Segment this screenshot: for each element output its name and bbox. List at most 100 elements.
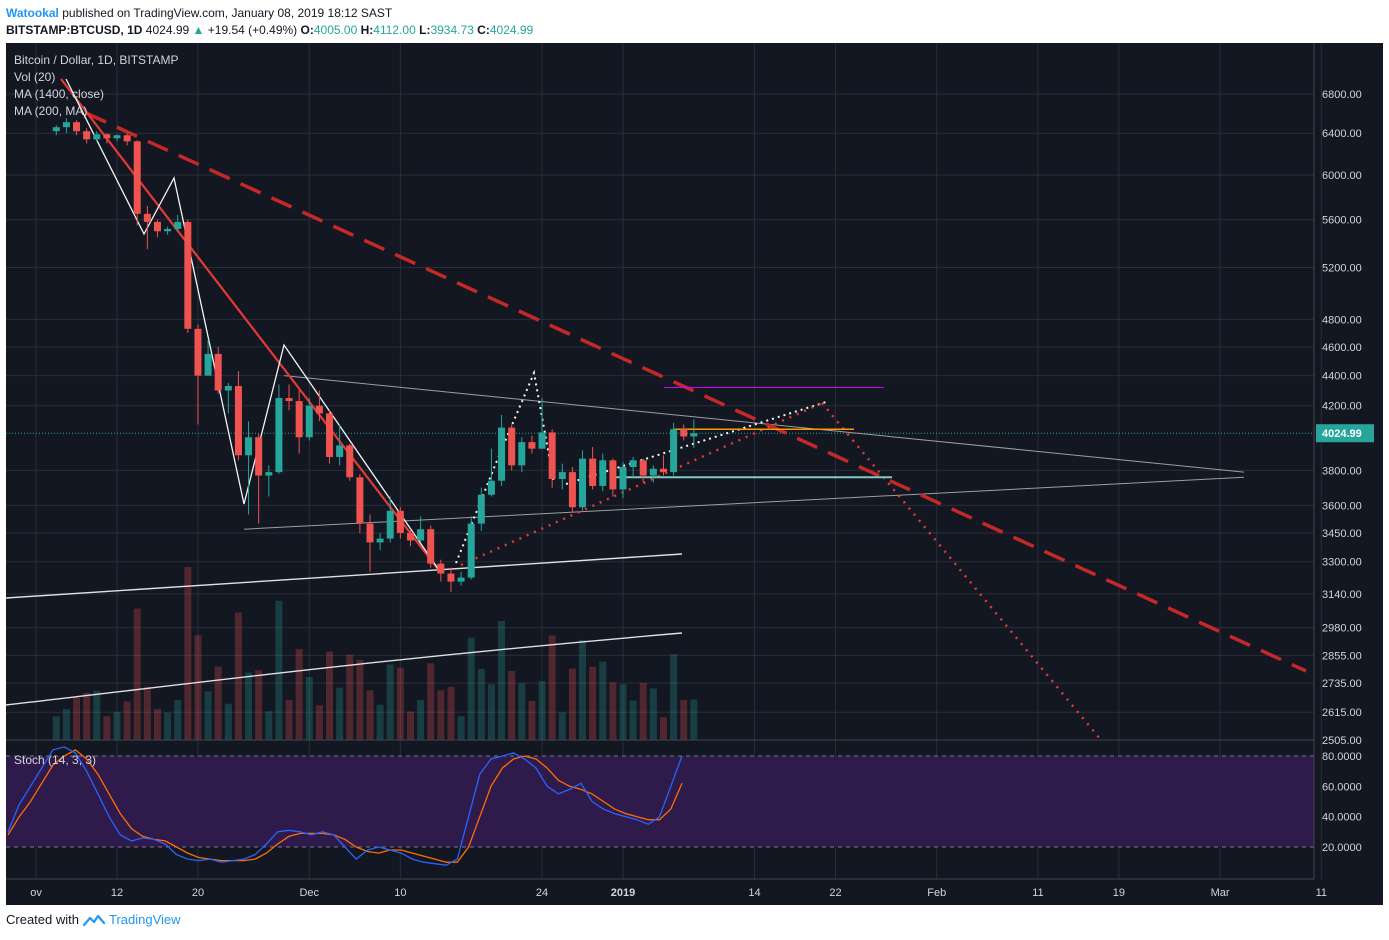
candle-body[interactable]	[234, 385, 242, 456]
candle-body[interactable]	[639, 460, 647, 476]
volume-bar	[558, 712, 566, 740]
candle-body[interactable]	[396, 510, 404, 533]
candle-body[interactable]	[255, 437, 263, 476]
candle-body[interactable]	[103, 134, 111, 139]
candle-body[interactable]	[406, 532, 414, 541]
candle-body[interactable]	[548, 432, 556, 480]
candle-body[interactable]	[275, 398, 283, 473]
candles[interactable]	[52, 118, 698, 592]
candle-body[interactable]	[690, 433, 698, 437]
candle-body[interactable]	[568, 472, 576, 508]
candle-body[interactable]	[417, 529, 425, 541]
candle-body[interactable]	[649, 468, 657, 476]
low-value: 3934.73	[430, 23, 474, 37]
high-value: 4112.00	[373, 23, 416, 37]
red-solid-trendline	[60, 78, 442, 574]
trend-drawings	[6, 78, 1314, 741]
candle-body[interactable]	[164, 228, 172, 232]
moving-averages	[5, 553, 683, 706]
candle-body[interactable]	[376, 538, 384, 543]
candle-body[interactable]	[143, 213, 151, 222]
candle-body[interactable]	[73, 122, 81, 132]
time-tick-label: Mar	[1211, 887, 1230, 899]
candle-body[interactable]	[670, 429, 678, 473]
candle-body[interactable]	[204, 353, 212, 376]
volume-bar	[295, 649, 303, 740]
volume-bar	[214, 666, 222, 740]
candle-body[interactable]	[437, 563, 445, 574]
candle-body[interactable]	[558, 472, 566, 480]
candle-body[interactable]	[245, 437, 253, 456]
candle-body[interactable]	[680, 429, 688, 437]
candle-body[interactable]	[153, 221, 161, 232]
candle-body[interactable]	[366, 523, 374, 543]
candle-body[interactable]	[52, 127, 60, 132]
candle-body[interactable]	[498, 427, 506, 481]
triangle-lower-line	[243, 476, 1245, 530]
candle-body[interactable]	[133, 141, 141, 214]
candle-body[interactable]	[305, 405, 313, 438]
price-axis[interactable]: 6800.00 6400.00 6000.00 5600.00 5200.00 4800.…	[1316, 89, 1374, 747]
time-tick-label: 14	[748, 887, 760, 899]
candle-body[interactable]	[487, 480, 495, 495]
stoch-tick-label: 60.0000	[1322, 781, 1362, 793]
candle-body[interactable]	[609, 460, 617, 490]
candle-body[interactable]	[467, 523, 475, 578]
chart-svg[interactable]: 6800.00 6400.00 6000.00 5600.00 5200.00 4800.…	[5, 43, 1383, 905]
candle-body[interactable]	[629, 460, 637, 468]
candle-body[interactable]	[447, 573, 455, 582]
stoch-axis[interactable]: 80.0000 60.0000 40.0000 20.0000	[1322, 751, 1362, 854]
chart-area[interactable]: 6800.00 6400.00 6000.00 5600.00 5200.00 4800.…	[5, 43, 1383, 905]
candle-body[interactable]	[93, 134, 101, 140]
volume-bar	[305, 677, 313, 740]
candle-body[interactable]	[427, 529, 435, 564]
candle-body[interactable]	[457, 577, 465, 582]
candle-body[interactable]	[184, 221, 192, 329]
last-price-badge	[1316, 424, 1374, 443]
volume-bar	[538, 681, 546, 740]
candle-body[interactable]	[589, 458, 597, 486]
candle-body[interactable]	[538, 432, 546, 449]
candle-body[interactable]	[619, 467, 627, 490]
candle-body[interactable]	[194, 328, 202, 376]
candle-body[interactable]	[285, 398, 293, 402]
volume-bar	[174, 700, 182, 740]
time-axis[interactable]: ov 12 20 Dec 10 24 2019 14 22 Feb 11 19 Mar 11	[30, 887, 1327, 899]
candle-body[interactable]	[386, 510, 394, 539]
legend-ma2: MA (200, MA)	[14, 104, 87, 118]
time-tick-label: 11	[1316, 887, 1327, 899]
candle-body[interactable]	[659, 468, 667, 473]
volume-bar	[568, 668, 576, 740]
candle-body[interactable]	[508, 427, 516, 466]
candle-body[interactable]	[224, 385, 232, 391]
candle-body[interactable]	[346, 445, 354, 478]
author-link[interactable]: Watookal	[6, 6, 59, 20]
candle-body[interactable]	[62, 122, 70, 128]
volume-bar	[417, 700, 425, 740]
candle-body[interactable]	[518, 442, 526, 466]
price-tick-label: 4400.00	[1322, 371, 1362, 383]
candle-body[interactable]	[83, 131, 91, 140]
last-price-label: 4024.99	[1322, 428, 1362, 440]
candle-body[interactable]	[123, 135, 131, 142]
candle-body[interactable]	[113, 135, 121, 139]
candle-body[interactable]	[579, 458, 587, 508]
volume-bar	[234, 612, 242, 740]
candle-body[interactable]	[477, 494, 485, 524]
time-tick-label: 10	[394, 887, 406, 899]
candle-body[interactable]	[336, 445, 344, 457]
price-tick-label: 6000.00	[1322, 170, 1362, 182]
candle-body[interactable]	[599, 460, 607, 486]
volume-bar	[153, 709, 161, 740]
candle-body[interactable]	[528, 442, 536, 449]
candle-body[interactable]	[214, 353, 222, 391]
candle-body[interactable]	[265, 472, 273, 476]
footer-brand[interactable]: TradingView	[108, 912, 181, 927]
volume-bar	[113, 711, 121, 740]
volume-bar	[366, 690, 374, 740]
candle-body[interactable]	[326, 413, 334, 457]
candle-body[interactable]	[356, 477, 364, 524]
candle-body[interactable]	[174, 221, 182, 229]
candle-body[interactable]	[295, 401, 303, 438]
candle-body[interactable]	[315, 405, 323, 414]
